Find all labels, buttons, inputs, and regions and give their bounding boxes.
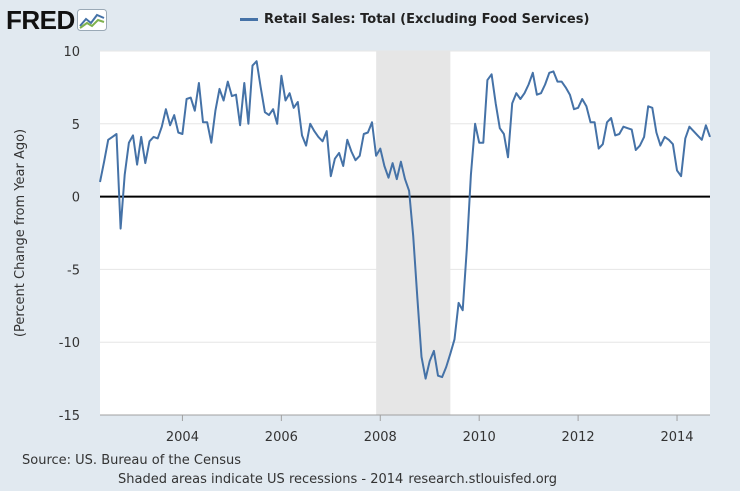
fred-logo[interactable]: FRED [6, 5, 107, 35]
x-tick-label: 2010 [463, 430, 496, 445]
y-axis-label: (Percent Change from Year Ago) [13, 129, 28, 337]
y-tick-label: 10 [63, 45, 80, 60]
x-tick-label: 2008 [364, 430, 397, 445]
x-tick-label: 2014 [660, 430, 693, 445]
x-tick-label: 2004 [166, 430, 199, 445]
recession-note: Shaded areas indicate US recessions - 20… [118, 472, 404, 487]
site-link[interactable]: research.stlouisfed.org [408, 472, 558, 487]
y-tick-label: 0 [72, 191, 80, 206]
y-tick-label: -10 [59, 336, 80, 351]
legend-swatch [240, 18, 258, 21]
x-tick-label: 2012 [562, 430, 595, 445]
series-layer [99, 60, 711, 380]
chart-legend: Retail Sales: Total (Excluding Food Serv… [240, 12, 589, 27]
axes: 10 5 0 -5 -10 -15 2004 2006 2008 2010 2012 2014 [59, 45, 710, 445]
footnote: Shaded areas indicate US recessions - 20… [118, 472, 557, 487]
source-note: Source: US. Bureau of the Census [22, 453, 241, 468]
y-tick-label: -15 [59, 409, 80, 424]
legend-label: Retail Sales: Total (Excluding Food Serv… [264, 12, 590, 27]
series-line [99, 60, 711, 380]
logo-text: FRED [6, 4, 75, 35]
x-tick-label: 2006 [265, 430, 298, 445]
y-tick-label: 5 [72, 118, 80, 133]
y-tick-label: -5 [67, 263, 80, 278]
fred-chart-icon [76, 9, 107, 31]
